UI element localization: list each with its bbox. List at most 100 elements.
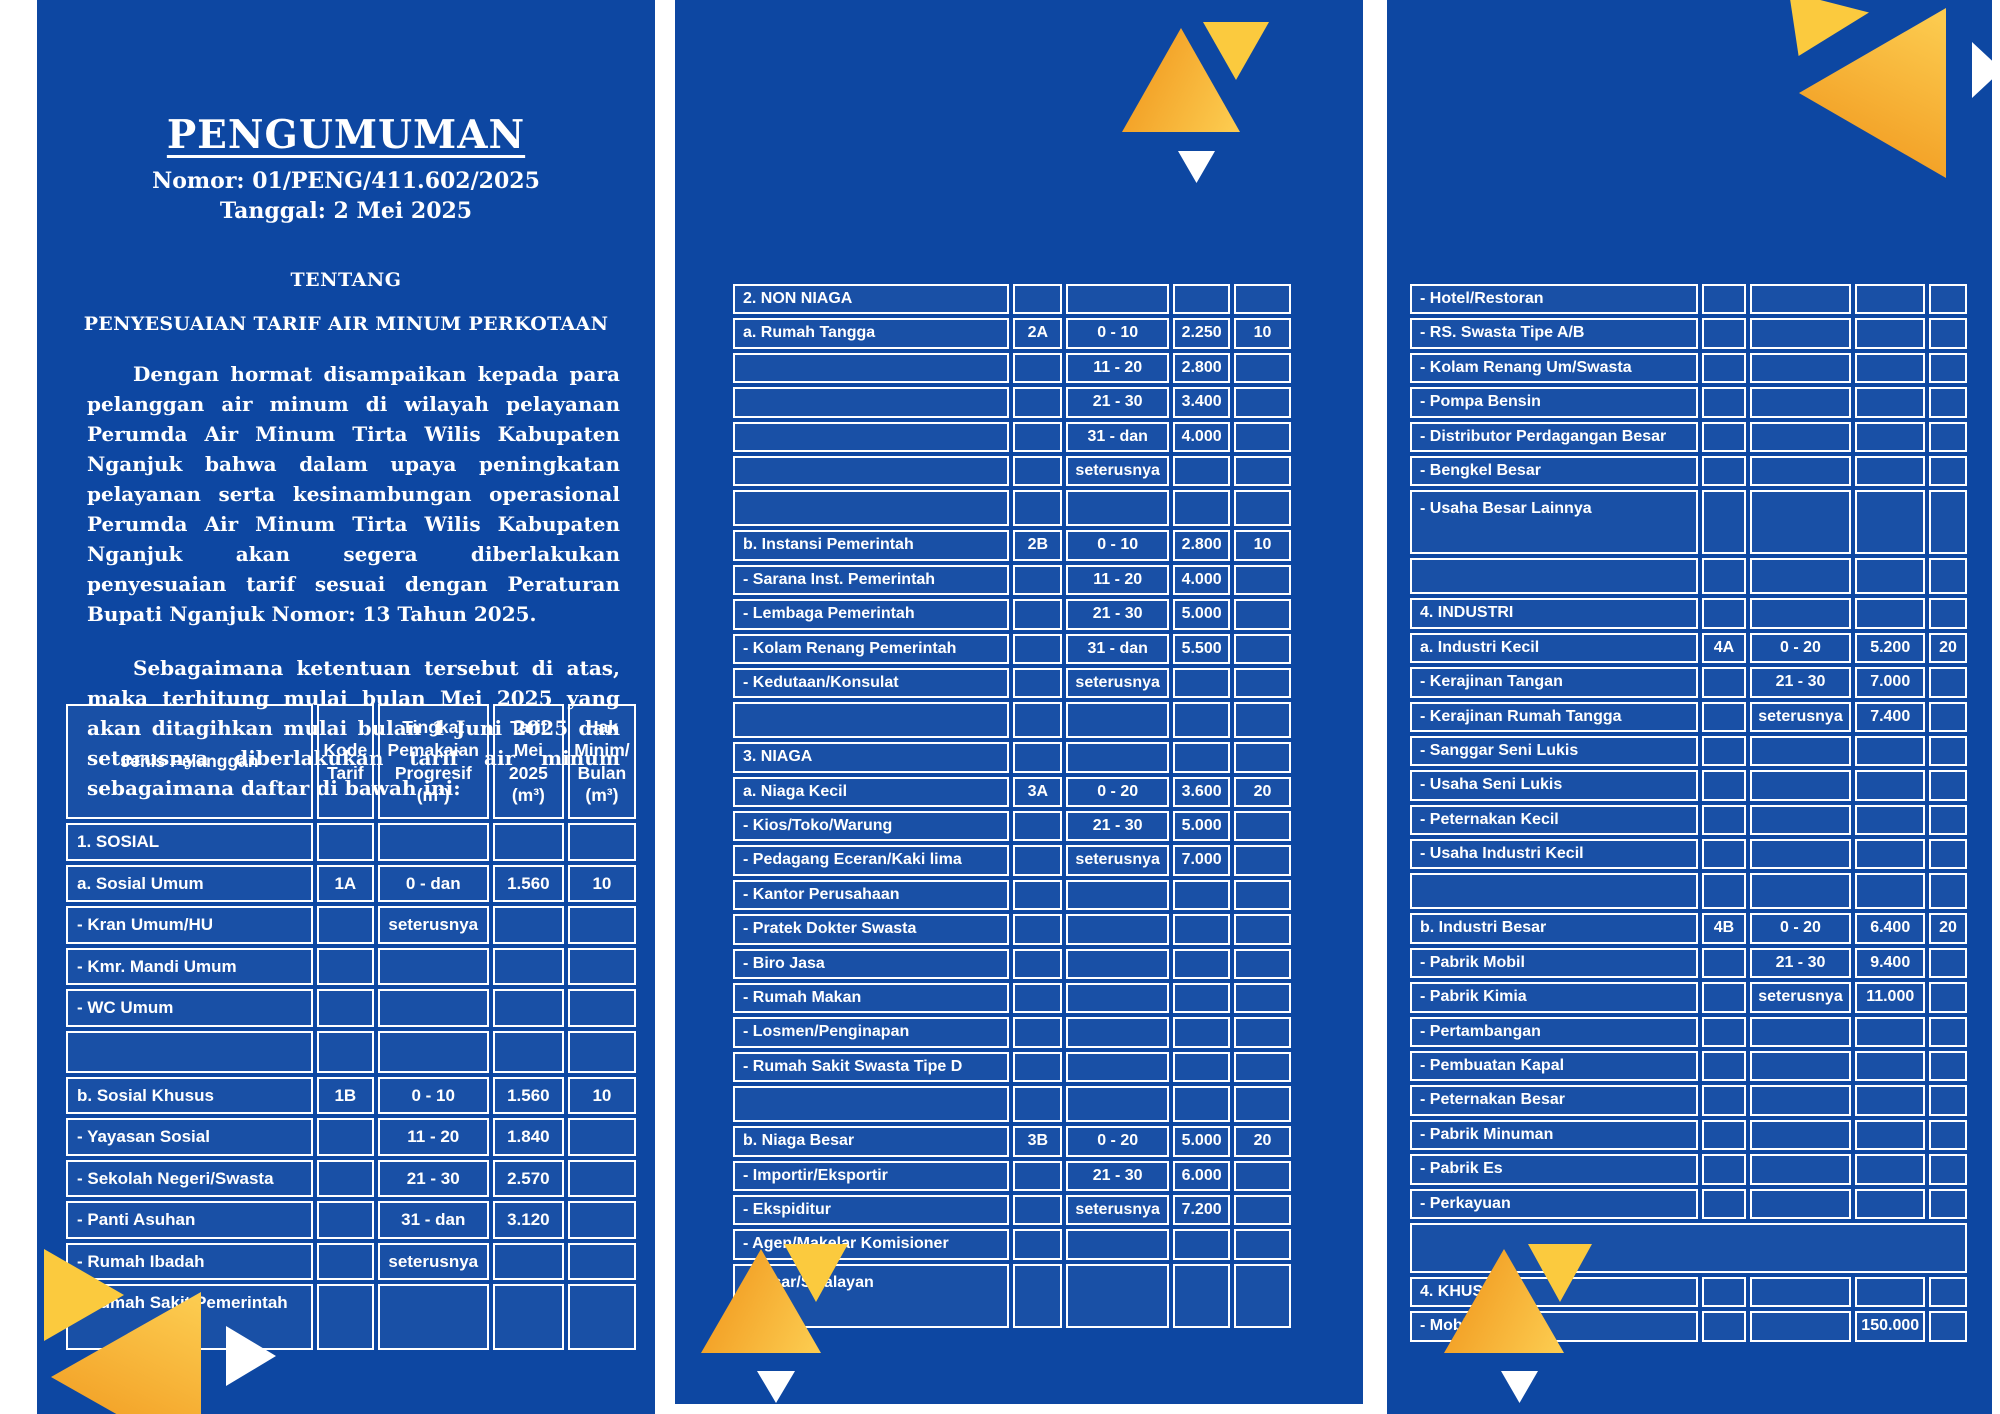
tariff-code-cell bbox=[1702, 873, 1746, 910]
min-quota-cell bbox=[1234, 1086, 1291, 1123]
usage-tier-cell bbox=[1066, 742, 1170, 773]
tariff-value-cell: 2.800 bbox=[1173, 352, 1231, 384]
tariff-value-cell bbox=[1855, 490, 1926, 555]
min-quota-cell: 10 bbox=[567, 1076, 636, 1115]
table-row: 21 - 30 3.400 bbox=[733, 387, 1291, 418]
tariff-value-cell bbox=[1855, 1051, 1926, 1082]
tariff-value-cell: 4.000 bbox=[1173, 564, 1231, 596]
tariff-value-cell: 7.000 bbox=[1855, 667, 1926, 698]
usage-tier-cell bbox=[1066, 914, 1170, 945]
tariff-code-cell: 3B bbox=[1013, 1126, 1063, 1157]
tariff-value-cell: 5.000 bbox=[1173, 811, 1231, 842]
table-row: - Pabrik Minuman bbox=[1410, 1119, 1967, 1151]
table-row: - Kedutaan/Konsulat seterusnya bbox=[733, 667, 1291, 699]
min-quota-cell: 20 bbox=[1234, 776, 1291, 808]
table-row: - Ekspiditur seterusnya 7.200 bbox=[733, 1194, 1291, 1226]
min-quota-cell bbox=[1929, 598, 1967, 629]
tariff-value-cell bbox=[1173, 1051, 1231, 1083]
min-quota-cell bbox=[1929, 1276, 1967, 1308]
usage-tier-cell: 31 - dan bbox=[1066, 633, 1170, 664]
usage-tier-cell: 0 - 20 bbox=[1066, 1126, 1170, 1157]
tariff-code-cell bbox=[1013, 352, 1063, 384]
usage-tier-cell: 21 - 30 bbox=[1066, 811, 1170, 842]
min-quota-cell bbox=[1234, 811, 1291, 842]
customer-type-cell bbox=[733, 421, 1010, 452]
customer-type-cell: - Ekspiditur bbox=[733, 1194, 1010, 1226]
page-title: PENGUMUMAN bbox=[166, 112, 526, 158]
customer-type-cell: - Panti Asuhan bbox=[66, 1201, 314, 1239]
min-quota-cell bbox=[1929, 284, 1967, 315]
tariff-value-cell bbox=[1855, 1016, 1926, 1048]
tariff-code-cell bbox=[1702, 701, 1746, 732]
usage-tier-cell bbox=[1749, 839, 1852, 870]
usage-tier-cell bbox=[1066, 948, 1170, 980]
customer-type-cell: 1. SOSIAL bbox=[66, 823, 314, 861]
min-quota-cell bbox=[1234, 702, 1291, 739]
tariff-value-cell: 1.560 bbox=[492, 1076, 564, 1115]
customer-type-cell: - RS. Swasta Tipe A/B bbox=[1410, 318, 1699, 349]
tariff-table-sosial: Jenis Pelanggan Kode Tarif Tingkat Pemak… bbox=[62, 700, 640, 1354]
table-row: - Perkayuan bbox=[1410, 1188, 1967, 1219]
min-quota-cell bbox=[1234, 845, 1291, 876]
table-row: - Rumah Sakit Swasta Tipe D bbox=[733, 1051, 1291, 1083]
customer-type-cell: - Lembaga Pemerintah bbox=[733, 599, 1010, 630]
table-row: b. Niaga Besar 3B 0 - 20 5.000 20 bbox=[733, 1126, 1291, 1157]
usage-tier-cell: 0 - 10 bbox=[1066, 318, 1170, 349]
min-quota-cell bbox=[1234, 490, 1291, 527]
customer-type-cell: - Biro Jasa bbox=[733, 948, 1010, 980]
tariff-value-cell bbox=[1855, 1188, 1926, 1219]
customer-type-cell: - Sekolah Negeri/Swasta bbox=[66, 1159, 314, 1198]
usage-tier-cell bbox=[1749, 1119, 1852, 1151]
min-quota-cell bbox=[1929, 1119, 1967, 1151]
section-row: 2. NON NIAGA bbox=[733, 284, 1291, 315]
min-quota-cell bbox=[1234, 387, 1291, 418]
customer-type-cell: 2. NON NIAGA bbox=[733, 284, 1010, 315]
tariff-code-cell bbox=[1702, 804, 1746, 836]
tariff-value-cell bbox=[1855, 804, 1926, 836]
min-quota-cell bbox=[1929, 873, 1967, 910]
table-row: - Losmen/Penginapan bbox=[733, 1017, 1291, 1048]
usage-tier-cell bbox=[1066, 490, 1170, 527]
tariff-value-cell bbox=[1173, 1263, 1231, 1328]
subject-title: PENYESUAIAN TARIF AIR MINUM PERKOTAAN bbox=[83, 313, 609, 335]
tariff-code-cell bbox=[1702, 490, 1746, 555]
table-row: - Kolam Renang Pemerintah 31 - dan 5.500 bbox=[733, 633, 1291, 664]
tariff-code-cell bbox=[1702, 1051, 1746, 1082]
tariff-value-cell bbox=[1173, 914, 1231, 945]
tariff-value-cell bbox=[1855, 598, 1926, 629]
table-row: - Lembaga Pemerintah 21 - 30 5.000 bbox=[733, 599, 1291, 630]
usage-tier-cell: 21 - 30 bbox=[1749, 667, 1852, 698]
min-quota-cell bbox=[567, 906, 636, 944]
usage-tier-cell bbox=[1749, 1016, 1852, 1048]
tariff-value-cell bbox=[492, 989, 564, 1027]
table-row: - RS. Swasta Tipe A/B bbox=[1410, 318, 1967, 349]
customer-type-cell: - Kios/Toko/Warung bbox=[733, 811, 1010, 842]
tariff-value-cell bbox=[1855, 387, 1926, 418]
usage-tier-cell bbox=[377, 1030, 489, 1073]
min-quota-cell bbox=[1234, 633, 1291, 664]
usage-tier-cell bbox=[1749, 352, 1852, 384]
customer-type-cell: - Kmr. Mandi Umum bbox=[66, 947, 314, 986]
customer-type-cell bbox=[733, 490, 1010, 527]
tariff-value-cell bbox=[492, 1284, 564, 1351]
customer-type-cell: - Perkayuan bbox=[1410, 1188, 1699, 1219]
customer-type-cell: - Importir/Eksportir bbox=[733, 1160, 1010, 1191]
tariff-value-cell: 7.400 bbox=[1855, 701, 1926, 732]
tariff-value-cell bbox=[1173, 490, 1231, 527]
paragraph-1: Dengan hormat disampaikan kepada para pe… bbox=[87, 362, 620, 626]
panel-left: PENGUMUMAN Nomor: 01/PENG/411.602/2025 T… bbox=[37, 0, 655, 1414]
usage-tier-cell: 21 - 30 bbox=[1066, 1160, 1170, 1191]
tariff-code-cell bbox=[1013, 948, 1063, 980]
customer-type-cell: - Pertambangan bbox=[1410, 1016, 1699, 1048]
about-label: TENTANG bbox=[290, 269, 402, 291]
tariff-code-cell bbox=[1702, 1016, 1746, 1048]
tariff-code-cell bbox=[1013, 284, 1063, 315]
usage-tier-cell bbox=[1749, 421, 1852, 452]
document-number: Nomor: 01/PENG/411.602/2025 bbox=[152, 168, 540, 194]
tariff-value-cell: 5.000 bbox=[1173, 599, 1231, 630]
customer-type-cell: 3. NIAGA bbox=[733, 742, 1010, 773]
tariff-code-cell bbox=[1702, 352, 1746, 384]
section-row: 4. INDUSTRI bbox=[1410, 598, 1967, 629]
tariff-code-cell bbox=[1013, 1160, 1063, 1191]
customer-type-cell bbox=[733, 455, 1010, 487]
